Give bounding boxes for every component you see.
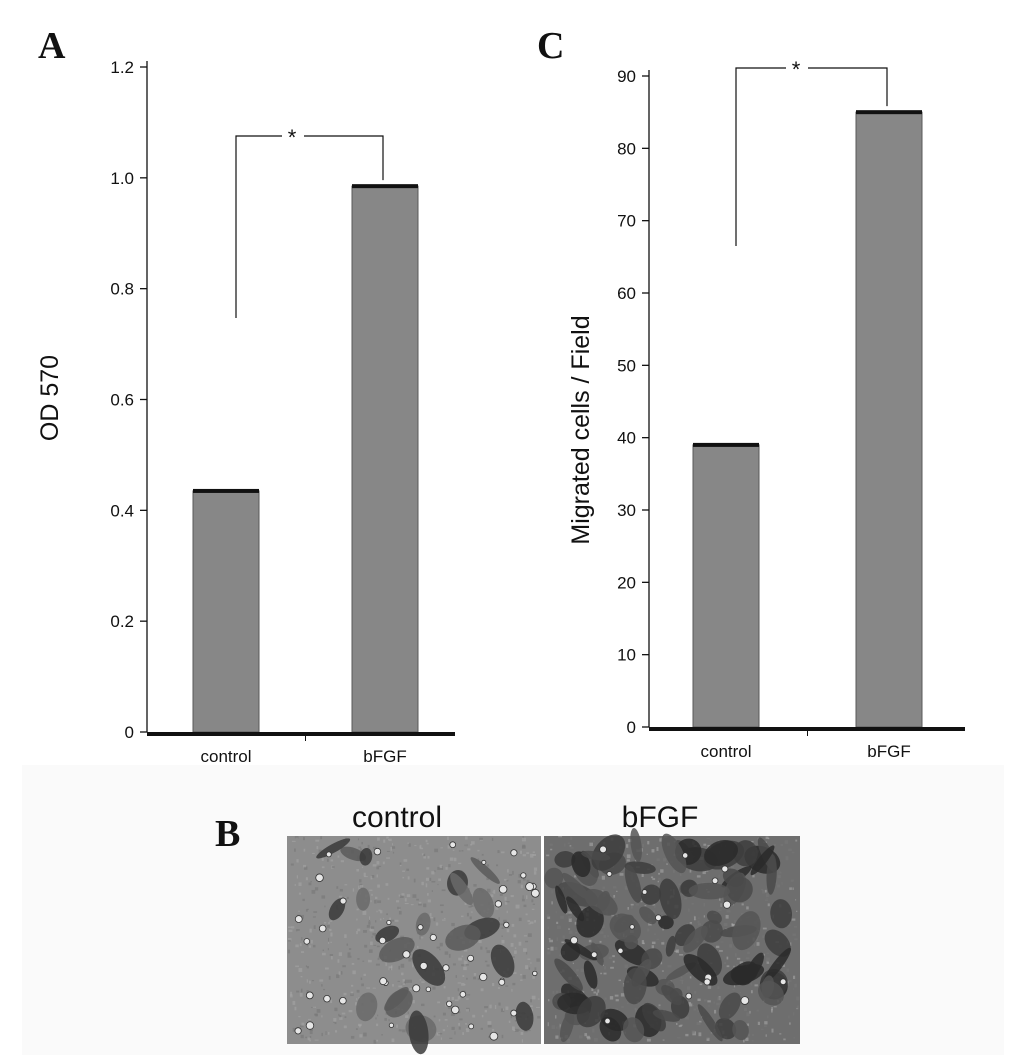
y-tick-label: 0.4	[110, 501, 134, 520]
significance-bracket	[735, 67, 888, 246]
significance-bracket	[235, 135, 384, 318]
x-category-label: bFGF	[363, 747, 406, 766]
micrograph-bfgf-image	[544, 828, 800, 1045]
bar-error-cap	[352, 184, 418, 189]
bar-error-cap	[856, 110, 922, 115]
y-tick-label: 0.8	[110, 280, 134, 299]
y-tick-label: 50	[617, 356, 636, 375]
bar-error-cap	[193, 488, 259, 493]
y-tick-label: 80	[617, 139, 636, 158]
y-tick-label: 20	[617, 573, 636, 592]
bar-error-cap	[693, 442, 759, 447]
bar-control	[692, 444, 760, 728]
x-category-label: bFGF	[867, 742, 910, 761]
y-tick-label: 1.2	[110, 58, 134, 77]
y-tick-label: 1.0	[110, 169, 134, 188]
significance-star: *	[288, 125, 297, 150]
bar-control	[192, 490, 260, 733]
y-tick-label: 30	[617, 501, 636, 520]
x-category-label: control	[200, 747, 251, 766]
micrograph-label-control: control	[352, 801, 442, 834]
x-category-label: control	[700, 742, 751, 761]
y-tick-label: 0	[125, 723, 134, 742]
panel-letter-a: A	[38, 25, 66, 67]
panel-b-micrographs: control bFGF	[287, 801, 800, 1055]
y-tick-label: 0.2	[110, 612, 134, 631]
bar-bfgf	[855, 111, 923, 728]
chart-a-od570: OD 570 0 0.2 0.4 0.6 0.8 1.0 1.2 control bFGF *	[36, 58, 455, 766]
y-tick-label: 70	[617, 212, 636, 231]
y-tick-label: 10	[617, 646, 636, 665]
chart-c-y-axis-title: Migrated cells / Field	[567, 315, 595, 544]
micrograph-control-image	[287, 836, 541, 1055]
bar-bfgf	[351, 185, 419, 733]
y-tick-label: 90	[617, 67, 636, 86]
panel-letter-b: B	[215, 813, 240, 855]
y-tick-label: 40	[617, 429, 636, 448]
panel-letter-c: C	[537, 25, 564, 67]
y-tick-label: 0.6	[110, 391, 134, 410]
significance-star: *	[792, 57, 801, 82]
chart-c-migrated-cells: Migrated cells / Field 0 10 20 30 40 50 60 70 80…	[567, 57, 965, 761]
y-tick-label: 0	[627, 718, 636, 737]
y-tick-label: 60	[617, 284, 636, 303]
chart-a-y-axis-title: OD 570	[36, 355, 64, 441]
micrograph-divider	[541, 836, 544, 1044]
